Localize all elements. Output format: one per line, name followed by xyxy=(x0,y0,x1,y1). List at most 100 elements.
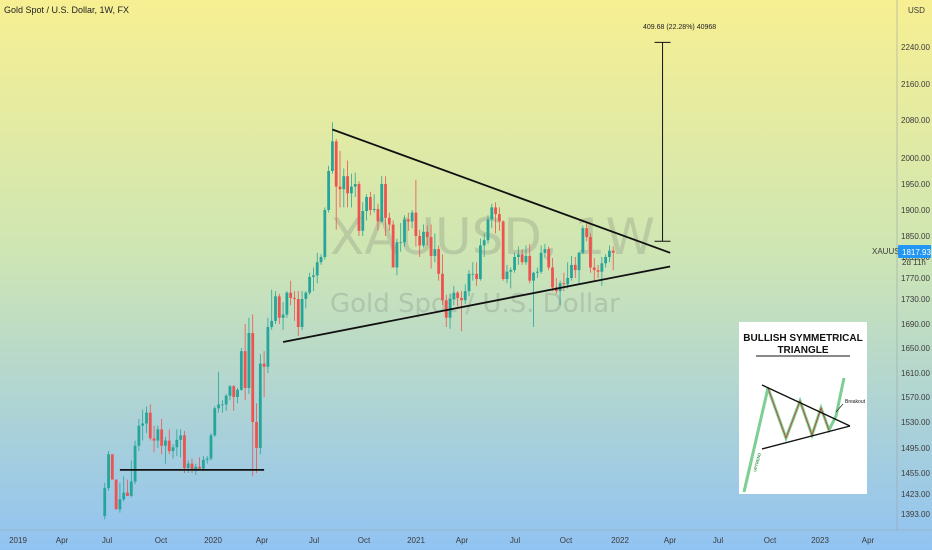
candle-body[interactable] xyxy=(372,208,376,210)
candle-body[interactable] xyxy=(258,363,262,448)
candle-body[interactable] xyxy=(539,252,543,272)
candle-body[interactable] xyxy=(611,250,615,253)
candle-body[interactable] xyxy=(145,412,148,424)
candle-body[interactable] xyxy=(175,439,179,448)
candle-body[interactable] xyxy=(126,492,129,496)
candle-body[interactable] xyxy=(452,292,456,299)
candle-body[interactable] xyxy=(479,245,482,280)
candle-body[interactable] xyxy=(441,273,444,301)
candle-body[interactable] xyxy=(183,435,186,468)
candle-body[interactable] xyxy=(201,459,205,469)
candle-body[interactable] xyxy=(251,333,255,422)
candle-body[interactable] xyxy=(304,292,308,299)
candle-body[interactable] xyxy=(581,228,585,253)
candle-body[interactable] xyxy=(300,299,304,327)
candle-body[interactable] xyxy=(501,221,505,280)
candle-body[interactable] xyxy=(110,454,114,480)
candle-body[interactable] xyxy=(600,263,604,272)
candle-body[interactable] xyxy=(137,425,141,446)
candle-body[interactable] xyxy=(482,240,486,246)
candle-body[interactable] xyxy=(270,320,274,327)
candle-body[interactable] xyxy=(361,211,365,231)
candle-body[interactable] xyxy=(596,270,600,272)
candle-body[interactable] xyxy=(490,207,494,220)
candle-body[interactable] xyxy=(433,249,437,256)
candle-body[interactable] xyxy=(573,264,577,271)
candle-body[interactable] xyxy=(338,186,342,190)
candle-body[interactable] xyxy=(190,463,194,470)
candle-body[interactable] xyxy=(213,408,217,436)
candle-body[interactable] xyxy=(198,466,202,469)
candle-body[interactable] xyxy=(308,276,312,293)
candle-body[interactable] xyxy=(319,257,323,263)
candle-body[interactable] xyxy=(129,481,133,496)
candle-body[interactable] xyxy=(167,440,171,452)
time-scale[interactable]: 2019 Apr Jul Oct 2020 Apr Jul Oct 2021 Apr Jul Oct 2… xyxy=(9,536,874,545)
candle-body[interactable] xyxy=(194,466,198,470)
candle-body[interactable] xyxy=(551,267,554,288)
candle-body[interactable] xyxy=(437,249,441,274)
candle-body[interactable] xyxy=(513,257,516,271)
candle-body[interactable] xyxy=(133,445,137,482)
candle-body[interactable] xyxy=(524,255,528,263)
candle-body[interactable] xyxy=(293,297,296,299)
candle-body[interactable] xyxy=(164,440,167,446)
candle-body[interactable] xyxy=(475,273,479,280)
candle-body[interactable] xyxy=(520,254,524,263)
candle-body[interactable] xyxy=(497,214,501,222)
candle-body[interactable] xyxy=(148,412,152,439)
candle-body[interactable] xyxy=(570,264,573,278)
candle-body[interactable] xyxy=(114,479,118,510)
candle-body[interactable] xyxy=(406,219,410,222)
candle-body[interactable] xyxy=(186,463,190,468)
candle-body[interactable] xyxy=(217,404,220,409)
candle-body[interactable] xyxy=(274,296,277,321)
candle-body[interactable] xyxy=(315,262,319,276)
candle-body[interactable] xyxy=(395,242,399,268)
candle-body[interactable] xyxy=(357,184,361,231)
candle-body[interactable] xyxy=(156,429,160,441)
candle-body[interactable] xyxy=(592,267,596,271)
candle-body[interactable] xyxy=(429,237,433,256)
candle-body[interactable] xyxy=(467,273,471,292)
candle-body[interactable] xyxy=(471,273,475,275)
candle-body[interactable] xyxy=(171,447,175,452)
candle-body[interactable] xyxy=(577,252,581,271)
candle-body[interactable] xyxy=(243,351,247,388)
candle-body[interactable] xyxy=(365,197,368,212)
candle-body[interactable] xyxy=(444,300,448,318)
candle-body[interactable] xyxy=(262,363,266,367)
candle-body[interactable] xyxy=(604,257,608,264)
candle-body[interactable] xyxy=(456,292,460,298)
candle-body[interactable] xyxy=(384,184,387,218)
candle-body[interactable] xyxy=(334,141,338,187)
candle-body[interactable] xyxy=(209,435,213,459)
candle-body[interactable] xyxy=(323,210,327,257)
candle-body[interactable] xyxy=(236,389,239,397)
candle-body[interactable] xyxy=(532,272,535,281)
candle-body[interactable] xyxy=(107,454,110,489)
candle-body[interactable] xyxy=(179,435,183,440)
candle-body[interactable] xyxy=(399,242,403,244)
candle-body[interactable] xyxy=(494,207,497,215)
candle-body[interactable] xyxy=(543,249,547,253)
candle-body[interactable] xyxy=(239,351,243,390)
candle-body[interactable] xyxy=(224,395,228,405)
candle-body[interactable] xyxy=(380,184,384,222)
candle-body[interactable] xyxy=(448,299,452,318)
candle-body[interactable] xyxy=(312,275,315,277)
candle-body[interactable] xyxy=(418,236,422,246)
candle-body[interactable] xyxy=(353,184,357,187)
candle-body[interactable] xyxy=(281,314,285,318)
candle-body[interactable] xyxy=(516,254,520,257)
candle-body[interactable] xyxy=(608,250,611,257)
candle-body[interactable] xyxy=(387,217,391,225)
candle-body[interactable] xyxy=(589,237,592,268)
candle-body[interactable] xyxy=(220,404,224,406)
candle-body[interactable] xyxy=(368,197,372,210)
candle-body[interactable] xyxy=(425,231,429,238)
candle-body[interactable] xyxy=(528,255,532,281)
candle-body[interactable] xyxy=(266,327,270,367)
candle-body[interactable] xyxy=(255,422,258,448)
candle-body[interactable] xyxy=(289,292,293,298)
